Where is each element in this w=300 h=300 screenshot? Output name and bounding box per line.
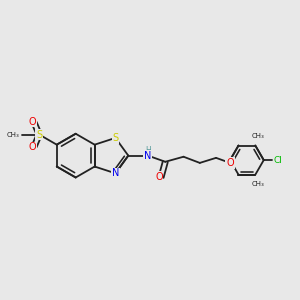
Text: CH₃: CH₃ bbox=[251, 133, 264, 139]
Text: O: O bbox=[29, 117, 36, 127]
Text: S: S bbox=[112, 133, 118, 143]
Text: O: O bbox=[29, 142, 36, 152]
Text: N: N bbox=[144, 151, 152, 160]
Text: CH₃: CH₃ bbox=[7, 132, 20, 138]
Text: O: O bbox=[155, 172, 163, 182]
Text: Cl: Cl bbox=[274, 156, 283, 165]
Text: N: N bbox=[112, 168, 119, 178]
Text: CH₃: CH₃ bbox=[251, 182, 264, 188]
Text: S: S bbox=[36, 130, 42, 140]
Text: O: O bbox=[226, 158, 234, 168]
Text: H: H bbox=[145, 146, 151, 155]
